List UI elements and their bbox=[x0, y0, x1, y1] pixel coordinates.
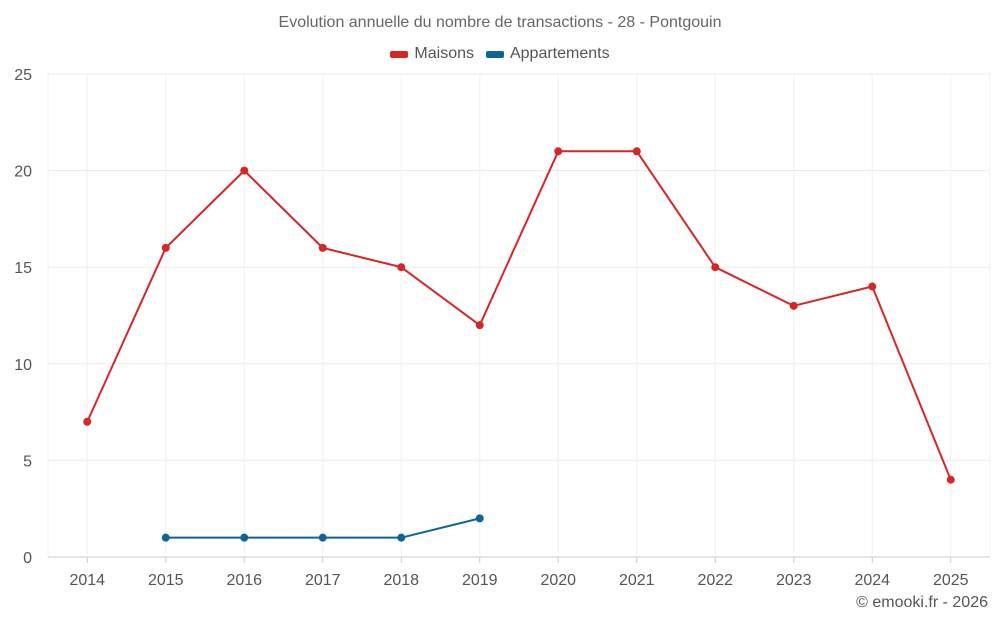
data-point-maisons bbox=[868, 282, 877, 291]
data-point-maisons bbox=[318, 243, 327, 252]
series-layer bbox=[83, 147, 955, 542]
x-tick-label: 2021 bbox=[619, 572, 655, 589]
x-tick-label: 2020 bbox=[540, 572, 576, 589]
data-point-maisons bbox=[161, 243, 170, 252]
data-point-maisons bbox=[83, 417, 92, 426]
data-point-maisons bbox=[554, 147, 563, 156]
legend-label-appartements: Appartements bbox=[509, 45, 610, 62]
data-point-maisons bbox=[789, 301, 798, 310]
data-point-maisons bbox=[240, 166, 249, 175]
data-point-maisons bbox=[475, 321, 484, 330]
data-point-appartements bbox=[475, 514, 484, 523]
legend-label-maisons: Maisons bbox=[414, 45, 474, 62]
legend-item-maisons[interactable]: Maisons bbox=[390, 45, 474, 63]
grid-layer bbox=[47, 73, 991, 558]
x-tick-label: 2023 bbox=[776, 572, 812, 589]
y-tick-label: 20 bbox=[14, 164, 32, 181]
data-point-appartements bbox=[240, 533, 249, 542]
x-tick-label: 2016 bbox=[226, 572, 262, 589]
x-tick-label: 2025 bbox=[933, 572, 969, 589]
legend-swatch-maisons bbox=[390, 50, 409, 58]
data-point-appartements bbox=[397, 533, 406, 542]
y-tick-label: 15 bbox=[14, 260, 32, 277]
y-tick-label: 5 bbox=[23, 453, 32, 470]
y-tick-label: 10 bbox=[14, 357, 32, 374]
x-tick-label: 2022 bbox=[697, 572, 733, 589]
chart-legend: Maisons Appartements bbox=[0, 45, 1000, 63]
y-tick-label: 25 bbox=[14, 67, 32, 84]
legend-swatch-appartements bbox=[485, 50, 504, 58]
x-tick-label: 2014 bbox=[69, 572, 105, 589]
x-tick-label: 2019 bbox=[462, 572, 498, 589]
x-tick-label: 2017 bbox=[305, 572, 341, 589]
data-point-maisons bbox=[632, 147, 641, 156]
data-point-maisons bbox=[711, 263, 720, 272]
data-point-appartements bbox=[318, 533, 327, 542]
x-tick-label: 2018 bbox=[383, 572, 419, 589]
footer-credit: © emooki.fr - 2026 bbox=[856, 594, 988, 611]
legend-item-appartements[interactable]: Appartements bbox=[485, 45, 610, 63]
x-tick-label: 2024 bbox=[854, 572, 890, 589]
y-tick-label: 0 bbox=[23, 550, 32, 567]
series-line-maisons bbox=[86, 150, 952, 481]
data-point-maisons bbox=[397, 263, 406, 272]
x-tick-label: 2015 bbox=[148, 572, 184, 589]
data-point-appartements bbox=[161, 533, 170, 542]
data-point-maisons bbox=[946, 475, 955, 484]
chart-title: Evolution annuelle du nombre de transact… bbox=[278, 14, 722, 31]
